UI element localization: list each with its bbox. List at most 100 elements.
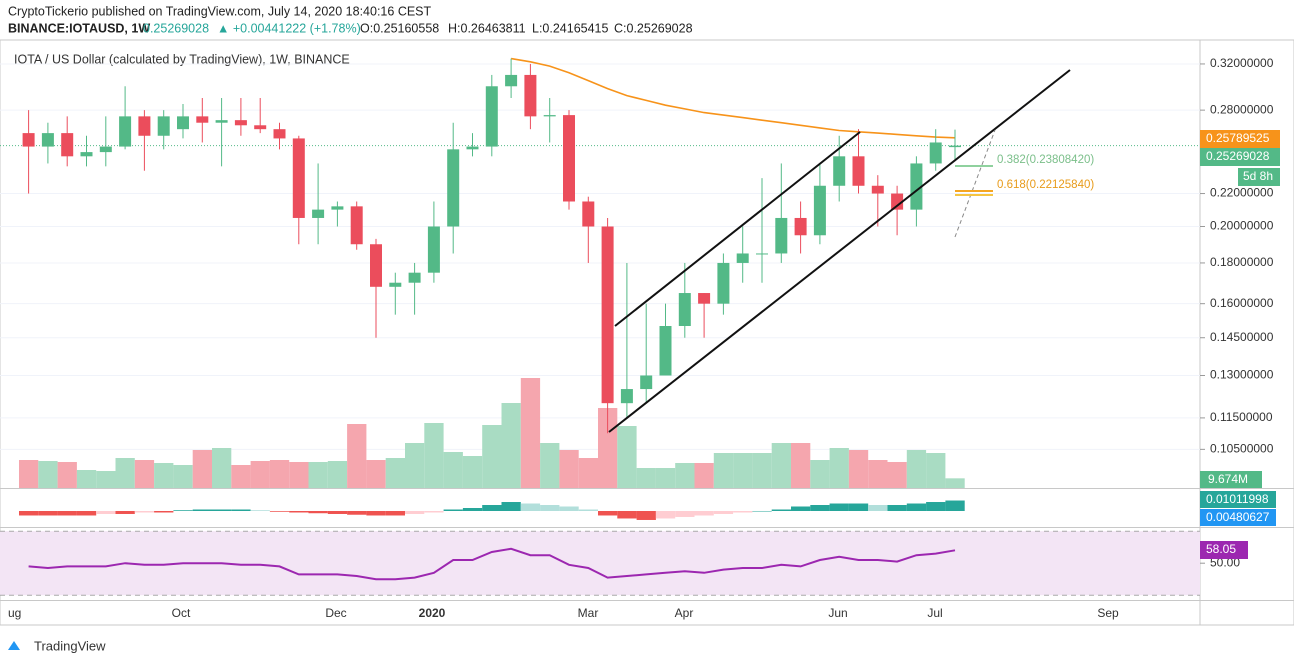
x-tick-label: Dec — [325, 606, 346, 620]
candle-body — [949, 145, 961, 148]
volume — [19, 378, 965, 488]
volume-bar — [212, 448, 232, 488]
candle-body — [61, 133, 74, 157]
candle-body — [138, 116, 151, 136]
volume-bar — [115, 458, 135, 488]
x-tick-label: Apr — [675, 606, 694, 620]
macd-bar — [38, 510, 58, 516]
candle-body — [292, 138, 305, 218]
volume-bar — [482, 425, 502, 488]
volume-bar — [173, 465, 193, 488]
volume-bar — [385, 458, 405, 488]
candle-body — [389, 282, 402, 287]
volume-bar — [791, 443, 811, 488]
candle-body — [678, 293, 691, 326]
candle-body — [273, 129, 286, 139]
macd-bar — [791, 506, 811, 511]
candle-body — [775, 217, 788, 254]
chart-title: IOTA / US Dollar (calculated by TradingV… — [14, 52, 350, 66]
macd-bar — [134, 510, 155, 513]
macd-bar — [231, 509, 251, 511]
volume-bar — [347, 424, 367, 488]
candle-body — [312, 209, 325, 218]
macd-bar — [327, 510, 348, 514]
candle-body — [524, 74, 537, 117]
volume-bar — [96, 471, 116, 488]
x-tick-label: Jul — [927, 606, 942, 620]
volume-bar — [19, 460, 39, 488]
volume-bar — [501, 403, 521, 488]
macd-bar — [617, 510, 637, 519]
candle-body — [563, 115, 575, 202]
macd-bar — [308, 510, 328, 514]
macd-bar — [96, 510, 116, 514]
drawings — [608, 69, 1071, 433]
publisher: CryptoTickerio published on TradingView.… — [8, 4, 432, 18]
macd-bar — [482, 505, 502, 511]
macd-bar — [578, 509, 598, 511]
macd-bar — [713, 510, 734, 514]
volume-bar — [675, 463, 695, 488]
channel-upper — [614, 131, 861, 327]
volume-bar — [366, 460, 386, 488]
macd-bar — [269, 510, 290, 512]
y-tick-label: 0.20000000 — [1210, 219, 1274, 233]
volume-bar — [559, 450, 579, 488]
macd-bar — [19, 510, 39, 516]
y-tick-label: 0.14500000 — [1210, 330, 1274, 344]
volume-bar — [713, 453, 734, 488]
macd-bar — [810, 505, 830, 511]
macd-bar — [462, 508, 483, 511]
y-tick-label: 0.11500000 — [1210, 410, 1273, 424]
candle-body — [427, 226, 440, 273]
macd-bar — [366, 510, 386, 516]
volume-bar — [308, 462, 328, 488]
volume-bar — [231, 465, 251, 488]
macd-bar — [173, 510, 193, 511]
volume-bar — [655, 468, 676, 488]
macd-bar — [115, 510, 135, 514]
candle-body — [640, 375, 653, 390]
x-tick-label: Oct — [172, 606, 191, 620]
macd-label: 0.00480627 — [1206, 510, 1270, 524]
y-tick-label: 0.18000000 — [1210, 255, 1274, 269]
ma-tag — [1200, 130, 1280, 148]
volume-bar — [57, 462, 77, 488]
candle-body — [157, 116, 170, 136]
volume-bar — [134, 460, 155, 488]
footer: TradingView — [8, 638, 106, 653]
volume-bar — [405, 443, 425, 488]
volume-bar — [945, 478, 965, 488]
volume-bar — [810, 460, 830, 488]
candle-body — [22, 133, 35, 147]
ohlc-open: O:0.25160558 — [360, 21, 439, 35]
volume-tag — [1200, 471, 1262, 488]
macd-bar — [501, 502, 521, 511]
candle-body — [891, 193, 904, 210]
volume-bar — [733, 453, 753, 488]
macd-bar — [250, 510, 270, 511]
candle-body — [871, 185, 884, 194]
rsi-tag — [1200, 541, 1248, 559]
candle-body — [196, 116, 209, 123]
candle-body — [794, 217, 807, 236]
macd-bar — [289, 510, 309, 513]
volume-bar — [771, 443, 791, 488]
volume-bar — [38, 461, 58, 488]
ohlc-low: L:0.24165415 — [532, 21, 609, 35]
candle-body — [582, 201, 595, 227]
volume-bar — [327, 461, 348, 488]
macd-bar — [636, 510, 656, 520]
x-tick-label: 2020 — [419, 606, 446, 620]
candle-body — [929, 142, 942, 164]
marks: 0.32000000 0.28000000 0.22000000 0.20000000… — [0, 56, 1274, 620]
change: ▲ +0.00441222 (+1.78%) — [217, 21, 361, 35]
volume-bar — [636, 468, 656, 488]
macd-bar — [655, 510, 676, 519]
volume-bar — [192, 450, 212, 488]
macd-label: 0.01011998 — [1206, 492, 1269, 506]
macd-tag — [1200, 509, 1276, 526]
volume-bar — [462, 456, 483, 488]
candle-body — [485, 86, 498, 147]
